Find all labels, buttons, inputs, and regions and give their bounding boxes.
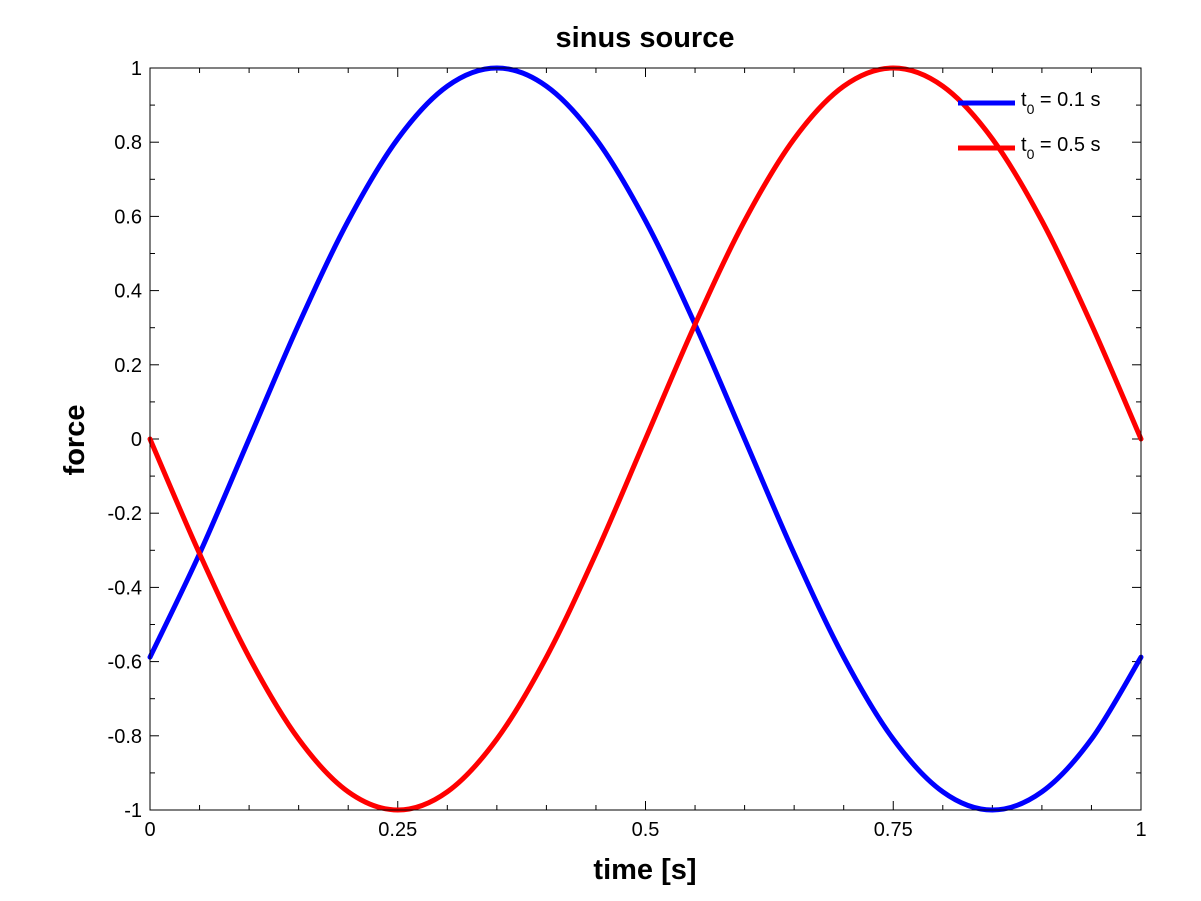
legend-label-2: t0 = 0.5 s [1021, 134, 1101, 162]
x-tick-label: 1 [1135, 819, 1146, 841]
axis-ticks: 0 0.25 0.5 0.75 1 -1 -0.8 -0.6 -0.4 -0.2 0 0.2 0.4 0.… [108, 58, 1147, 841]
y-tick-label: 0.4 [114, 281, 142, 303]
x-axis-label: time [s] [593, 854, 696, 886]
plot-area-frame [149, 67, 1142, 811]
y-tick-label: -0.6 [108, 652, 142, 674]
series-line-2 [147, 65, 1144, 813]
series-line-1 [147, 65, 1144, 813]
x-tick-label: 0.5 [632, 819, 660, 841]
y-tick-label: -0.8 [108, 726, 142, 748]
x-tick-label: 0.75 [874, 819, 913, 841]
x-tick-label: 0 [144, 819, 155, 841]
y-tick-label: 0 [131, 429, 142, 451]
y-tick-label: -0.4 [108, 577, 142, 599]
y-tick-label: 0.6 [114, 206, 142, 228]
chart-title: sinus source [556, 22, 735, 54]
y-tick-label: -1 [124, 800, 142, 822]
legend-label-1: t0 = 0.1 s [1021, 89, 1101, 117]
y-tick-label: 0.8 [114, 132, 142, 154]
y-tick-label: 0.2 [114, 355, 142, 377]
legend: t0 = 0.1 s t0 = 0.5 s [958, 89, 1101, 162]
series-lines [147, 65, 1144, 813]
x-tick-label: 0.25 [378, 819, 417, 841]
y-tick-label: -0.2 [108, 503, 142, 525]
y-tick-label: 1 [131, 58, 142, 80]
y-axis-label: force [59, 405, 91, 476]
